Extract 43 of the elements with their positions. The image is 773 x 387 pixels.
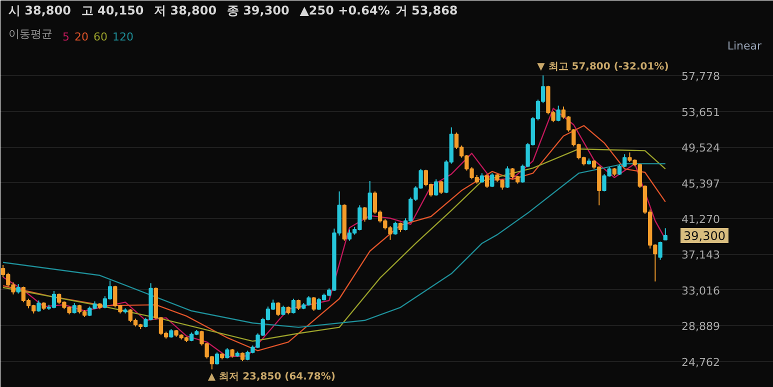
candlestick: [72, 302, 76, 314]
candlestick: [296, 299, 301, 311]
annotation: ▲250 +0.64%: [300, 4, 390, 18]
y-tick-label: 49,524: [682, 142, 720, 155]
text: 120: [112, 30, 134, 44]
candlestick: [214, 352, 220, 366]
annotation: ▼ 최고 57,800 (-32.01%): [537, 61, 669, 72]
annotation: 종 39,300: [226, 4, 290, 18]
candlestick: [490, 172, 494, 188]
y-tick-label: 24,762: [682, 356, 720, 369]
candlestick: [398, 222, 403, 233]
candlestick: [505, 166, 510, 188]
candlestick: [556, 105, 560, 122]
y-tick-label: 57,778: [682, 70, 720, 84]
text: 20: [74, 30, 88, 44]
y-tick-label: 37,143: [682, 248, 720, 262]
candlestick: [16, 284, 20, 294]
y-tick-label: 33,016: [682, 284, 720, 298]
candlestick: [276, 302, 280, 317]
annotation: 고 40,150: [81, 4, 144, 18]
y-tick-label: 41,270: [682, 213, 720, 226]
candlestick: [484, 174, 490, 188]
y-tick-label: 28,889: [682, 320, 720, 334]
y-tick-label: 53,651: [682, 106, 720, 119]
annotation: 시 38,800: [8, 4, 71, 18]
annotation: ▲ 최저 23,850 (64.78%): [208, 371, 336, 382]
y-tick-label: 45,397: [682, 177, 720, 190]
candlestick: [658, 241, 662, 260]
annotation: 거 53,868: [395, 4, 458, 18]
candlestick: [291, 298, 296, 314]
candlestick: [434, 178, 438, 196]
text: 60: [94, 30, 108, 44]
candlestick: [312, 296, 316, 312]
candlestick: [362, 206, 367, 222]
candlestick: [393, 221, 398, 236]
candlestick: [439, 180, 444, 194]
candlestick: [225, 348, 230, 359]
legend-title: 이동평균: [8, 28, 52, 40]
text: Linear: [727, 40, 762, 52]
text: 5: [62, 30, 70, 44]
annotation: 저 38,800: [154, 4, 217, 18]
text: 39,300: [684, 229, 726, 244]
candlestick: [663, 228, 668, 240]
